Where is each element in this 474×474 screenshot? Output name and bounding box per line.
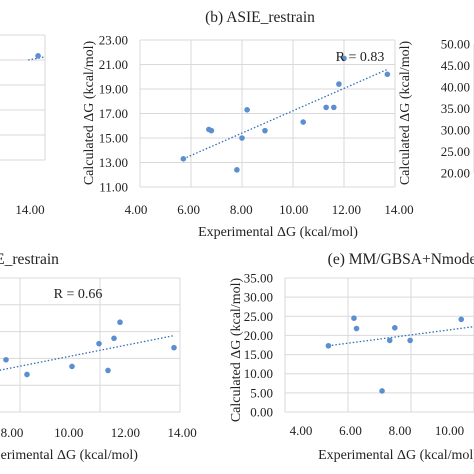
y-tick-label: 0.00 (250, 405, 273, 420)
data-point (331, 104, 337, 111)
data-point (3, 356, 9, 363)
x-tick-label: 6.00 (339, 423, 362, 438)
data-point (244, 107, 250, 113)
y-tick-label: 40.00 (441, 80, 470, 95)
y-tick-label: 21.00 (99, 57, 128, 72)
data-point (35, 53, 41, 59)
data-point (341, 55, 347, 62)
data-point (69, 363, 75, 370)
x-tick-label: 10.00 (54, 425, 83, 440)
data-point (234, 167, 240, 173)
data-point (208, 127, 215, 134)
y-tick-label: 19.00 (99, 82, 128, 97)
data-point (105, 367, 111, 374)
x-tick-label: 4.00 (290, 423, 313, 438)
data-point (392, 324, 398, 331)
y-axis-label: Calculated ΔG (kcal/mol) (398, 41, 413, 186)
x-axis-label: Experimental ΔG (kcal/mol) (198, 225, 358, 240)
y-tick-label: 45.00 (441, 58, 470, 73)
y-tick-label: 25.00 (441, 144, 470, 159)
x-tick-label: 10.00 (435, 423, 464, 438)
data-point (353, 325, 360, 332)
data-point (351, 315, 357, 322)
y-tick-label: 11.00 (99, 180, 128, 195)
data-point (24, 371, 30, 378)
x-tick-label: 8.00 (1, 425, 24, 440)
data-point (407, 337, 413, 344)
trendline (28, 56, 46, 61)
y-tick-label: 20.00 (441, 166, 470, 181)
y-tick-label: 35.00 (244, 271, 273, 286)
chart-panel-d: 8.00 10.00 12.00 14.00 BSA+IE_restrain Experi… (0, 251, 197, 463)
y-tick-label: 50.00 (441, 37, 470, 52)
y-tick-label: 17.00 (99, 106, 128, 121)
y-tick-label: 30.00 (441, 123, 470, 138)
data-point (300, 119, 307, 125)
data-point (386, 337, 393, 344)
x-tick-label: 12.00 (332, 202, 361, 217)
x-tick-label: 14.00 (167, 425, 196, 440)
x-tick-label: 10.00 (279, 202, 308, 217)
chart-panel-left-top: 14.00 (0, 34, 46, 217)
data-point (239, 135, 245, 141)
data-point (117, 319, 123, 326)
data-point (171, 344, 177, 351)
y-axis-label: Calculated ΔG (kcal/mol) (82, 41, 97, 186)
y-tick-label: 23.00 (99, 33, 128, 48)
y-tick-label: 10.00 (244, 366, 273, 381)
data-point (458, 316, 465, 323)
x-tick-label: 6.00 (177, 202, 200, 217)
x-axis-label: Experimental ΔG (kcal/mol) (318, 448, 474, 463)
chart-panel-e: 4.00 6.00 8.00 10.00 0.00 5.00 10.00 15.00 20.00… (229, 251, 474, 463)
y-tick-label: 35.00 (441, 101, 470, 116)
y-tick-label: 13.00 (99, 155, 128, 170)
chart-title: (e) MM/GBSA+Nmode (328, 251, 474, 268)
y-tick-label: 15.00 (99, 131, 128, 146)
chart-title: (b) ASIE_restrain (205, 9, 315, 26)
data-point (111, 335, 117, 342)
y-tick-label: 30.00 (244, 290, 273, 305)
x-tick-label: 14.00 (384, 202, 413, 217)
data-point (262, 127, 268, 134)
data-point (336, 81, 342, 87)
data-point (96, 340, 102, 347)
chart-panel-b: 4.00 6.00 8.00 10.00 12.00 14.00 11.00 13.00 15.… (82, 9, 414, 240)
chart-title: BSA+IE_restrain (0, 251, 59, 268)
data-point (384, 71, 391, 78)
data-point (323, 104, 329, 111)
correlation-annotation: R = 0.66 (54, 287, 103, 302)
trendline (183, 68, 388, 160)
y-tick-label: 25.00 (244, 309, 273, 324)
trendline (328, 325, 474, 347)
trendline (0, 334, 175, 371)
chart-panel-right-top: 20.00 25.00 30.00 35.00 40.00 45.00 50.00 Calcu… (398, 37, 474, 186)
correlation-annotation: R = 0.83 (336, 50, 385, 65)
x-axis-label: Experimental ΔG (kcal/mol) (0, 448, 138, 463)
data-point (379, 388, 385, 394)
y-axis-label: Calculated ΔG (kcal/mol) (229, 278, 244, 423)
x-tick-label: 8.00 (230, 202, 253, 217)
y-tick-label: 20.00 (244, 328, 273, 343)
x-tick-label: 4.00 (125, 202, 148, 217)
x-tick-label: 8.00 (389, 423, 412, 438)
data-point (325, 342, 332, 349)
x-tick-label: 12.00 (111, 425, 140, 440)
data-point (180, 156, 187, 162)
y-tick-label: 5.00 (250, 385, 273, 400)
x-tick-label: 14.00 (15, 202, 44, 217)
y-tick-label: 15.00 (244, 347, 273, 362)
